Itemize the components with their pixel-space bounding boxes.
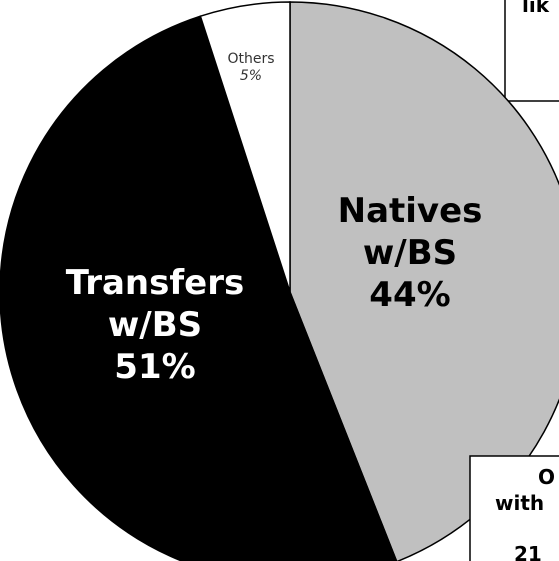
annotation-box — [504, 0, 559, 102]
pie-slice — [0, 15, 398, 561]
value-label: 44% — [369, 275, 451, 315]
annotation: lik — [522, 0, 550, 17]
annotation: with — [495, 491, 544, 515]
slice-label: Natives w/BS 44% — [330, 190, 490, 316]
value-label: 51% — [114, 347, 196, 387]
category-label: Natives w/BS — [337, 191, 483, 273]
slice-label: Transfers w/BS 51% — [60, 262, 250, 388]
value-label: 5% — [239, 68, 263, 84]
pie-slice — [199, 1, 291, 293]
annotation: O — [538, 465, 555, 489]
annotation: 21 — [514, 542, 542, 561]
slice-label: Others 5% — [216, 51, 286, 85]
annotation-box — [469, 455, 559, 561]
category-label: Transfers w/BS — [65, 263, 245, 345]
category-label: Others — [227, 51, 275, 67]
